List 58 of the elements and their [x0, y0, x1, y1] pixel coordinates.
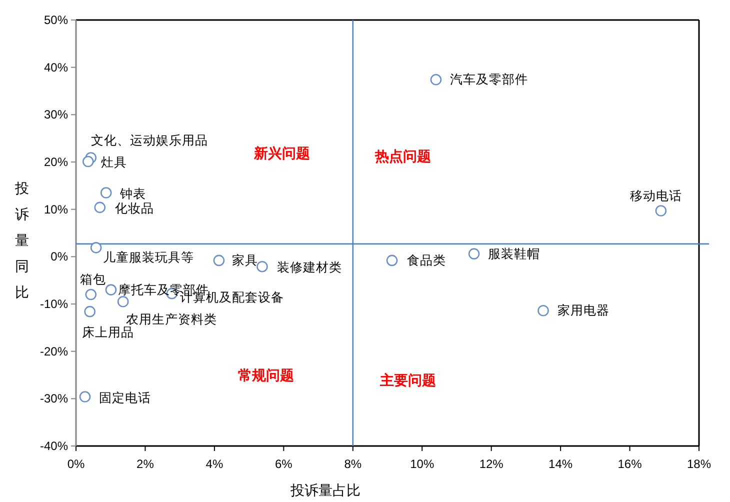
- x-axis-title: 投诉量占比: [290, 482, 360, 498]
- y-tick-label: 20%: [44, 155, 68, 169]
- annotation: 固定电话: [99, 390, 151, 405]
- point: [468, 248, 480, 260]
- x-tick-label: 18%: [686, 457, 712, 471]
- point: [82, 156, 94, 168]
- annotation: 文化、运动娱乐用品: [90, 134, 208, 148]
- annotation: 儿童服装玩具等: [103, 250, 194, 265]
- point: [90, 242, 102, 254]
- annotation: 新兴问题: [253, 145, 310, 161]
- annotation: 食品类: [407, 253, 446, 268]
- annotation: 常规问题: [238, 367, 294, 383]
- point: [79, 391, 91, 402]
- x-tick-label: 8%: [344, 457, 362, 471]
- x-tick-label: 14%: [548, 457, 573, 471]
- point: [213, 254, 225, 266]
- annotation: 钟表: [119, 186, 146, 201]
- y-tick-label: -30%: [40, 392, 68, 406]
- y-tick-label: 0%: [50, 250, 68, 264]
- annotation: 农用生产资料类: [126, 312, 218, 327]
- annotation: 灶具: [101, 156, 128, 170]
- annotation: 床上用品: [82, 326, 134, 340]
- x-tick-label: 16%: [618, 457, 642, 471]
- point: [655, 205, 667, 216]
- annotation: 化妆品: [114, 201, 154, 216]
- annotation: 家用电器: [557, 302, 610, 318]
- x-tick-label: 2%: [136, 457, 154, 471]
- y-tick-label: 50%: [44, 13, 68, 27]
- annotation: 家具: [232, 252, 258, 268]
- point: [105, 284, 117, 296]
- annotation: 移动电话: [630, 188, 682, 203]
- annotation: 主要问题: [379, 372, 436, 388]
- y-tick-label: 30%: [44, 108, 68, 122]
- point: [430, 74, 442, 86]
- y-tick-label: -20%: [40, 344, 68, 358]
- annotation: 装修建材类: [277, 260, 342, 275]
- x-tick-label: 12%: [479, 457, 504, 471]
- x-tick-label: 4%: [206, 457, 224, 471]
- point: [538, 304, 549, 316]
- y-axis-title: 投诉量同比: [14, 180, 29, 300]
- x-tick-label: 6%: [274, 457, 293, 471]
- point: [84, 306, 96, 318]
- x-tick-label: 10%: [410, 457, 434, 471]
- point: [386, 254, 398, 266]
- point: [94, 202, 106, 214]
- x-tick-label: 0%: [67, 457, 85, 471]
- y-tick-label: 40%: [44, 60, 68, 74]
- annotation: 箱包: [80, 272, 106, 287]
- point: [85, 288, 97, 300]
- point: [117, 296, 129, 308]
- annotation: 汽车及零部件: [450, 72, 528, 87]
- point: [100, 187, 112, 198]
- point: [256, 260, 268, 272]
- y-tick-label: -10%: [40, 297, 68, 311]
- annotation: 热点问题: [374, 148, 431, 164]
- y-tick-label: 10%: [44, 202, 68, 216]
- y-tick-label: -40%: [40, 439, 68, 453]
- annotation: 服装鞋帽: [488, 246, 540, 261]
